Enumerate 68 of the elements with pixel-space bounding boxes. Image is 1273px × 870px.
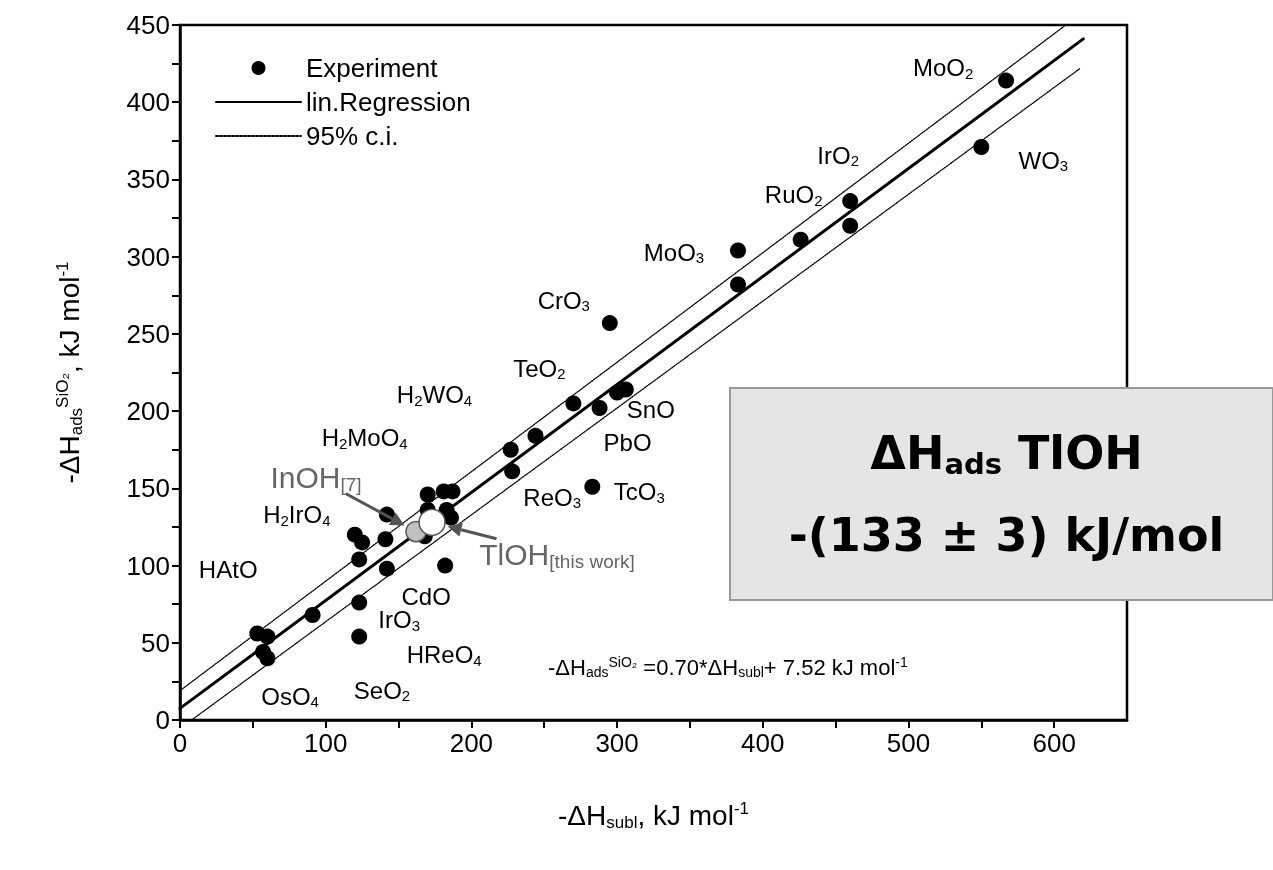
point — [617, 381, 634, 398]
point — [304, 606, 321, 623]
annotation: H2IrO4 — [263, 501, 331, 529]
y-tick-label: 300 — [126, 241, 170, 272]
point — [998, 72, 1015, 89]
y-axis-title: -ΔHadsSiO₂, kJ mol-1 — [53, 261, 86, 484]
point — [351, 628, 368, 645]
point — [842, 217, 859, 234]
annotation: WO3 — [1018, 146, 1069, 175]
x-tick-label: 300 — [595, 728, 639, 758]
y-tick-label: 200 — [126, 396, 170, 427]
point — [443, 509, 459, 526]
annotation: H2WO4 — [396, 381, 473, 409]
annotation: PbO — [603, 428, 652, 456]
annotation: SnO — [626, 395, 675, 423]
annotation: SeO2 — [353, 676, 411, 704]
annotation: ΔHads TlOH — [870, 426, 1143, 481]
point — [973, 139, 990, 156]
annotation: MoO3 — [643, 238, 705, 267]
legend-label: Experiment — [306, 53, 439, 83]
point — [730, 276, 746, 293]
point — [259, 650, 276, 667]
annotation: IrO2 — [817, 141, 860, 170]
y-tick-label: 150 — [126, 473, 170, 504]
y-tick-label: 350 — [126, 164, 170, 195]
annotation: -(133 ± 3) kJ/mol — [788, 508, 1225, 562]
point — [601, 315, 618, 332]
annotation: ReO3 — [523, 483, 582, 512]
annotation: HReO4 — [406, 641, 482, 669]
point — [591, 400, 608, 417]
y-tick-label: 400 — [126, 87, 170, 118]
point — [419, 486, 436, 503]
point — [259, 628, 276, 645]
x-tick-label: 500 — [886, 728, 931, 758]
point — [378, 560, 395, 577]
y-tick-label: 100 — [126, 550, 170, 581]
annotation: MoO2 — [912, 54, 974, 82]
y-tick-label: 0 — [155, 705, 170, 735]
point — [351, 551, 368, 568]
x-tick-label: 600 — [1032, 728, 1076, 758]
point — [351, 594, 368, 611]
annotation: TeO2 — [513, 354, 566, 383]
y-tick-label: 450 — [126, 10, 170, 40]
x-tick-label: 400 — [741, 728, 785, 758]
x-tick-label: 100 — [304, 728, 348, 758]
point — [565, 395, 582, 412]
point — [584, 478, 601, 495]
y-tick-label: 50 — [141, 627, 170, 658]
point — [527, 427, 544, 444]
point — [502, 441, 519, 458]
legend-label: lin.Regression — [306, 87, 471, 117]
annotation: TcO3 — [613, 478, 665, 506]
legend-label: 95% c.i. — [306, 121, 399, 151]
annotation: CrO3 — [537, 286, 590, 315]
point — [504, 463, 521, 480]
x-tick-label: 200 — [449, 728, 494, 758]
point — [842, 193, 859, 210]
point — [377, 531, 394, 548]
point — [437, 557, 454, 574]
annotation: RuO2 — [764, 181, 823, 209]
point — [730, 242, 746, 259]
point — [792, 231, 809, 248]
point — [354, 534, 371, 551]
annotation: HAtO — [198, 556, 258, 584]
annotation: H2MoO4 — [321, 424, 408, 452]
y-tick-label: 250 — [126, 318, 170, 349]
point — [418, 508, 446, 537]
annotation: OsO4 — [261, 682, 319, 711]
